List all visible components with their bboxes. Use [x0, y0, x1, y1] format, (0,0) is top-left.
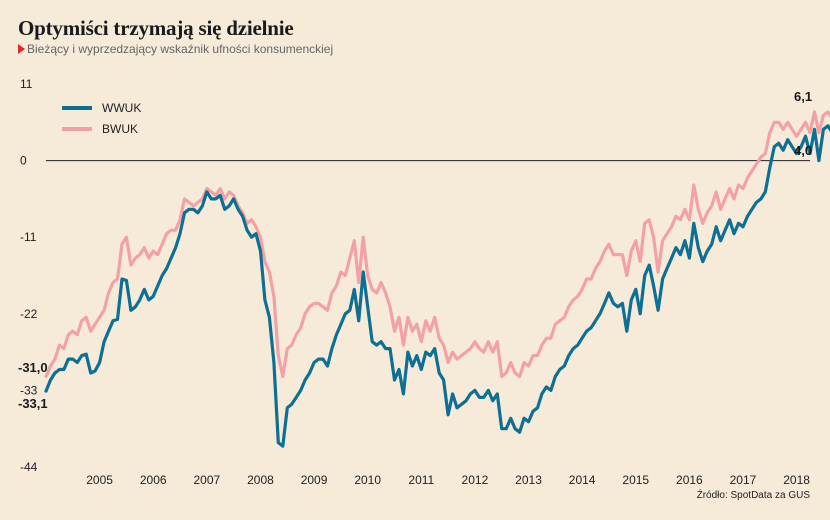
y-tick-label: -11: [20, 230, 37, 244]
chart-title: Optymiści trzymają się dzielnie: [18, 16, 294, 40]
x-tick-label: 2005: [86, 473, 113, 487]
start-label-wwuk: -33,1: [18, 396, 48, 411]
x-tick-label: 2017: [730, 473, 757, 487]
source-note: Źródło: SpotData za GUS: [696, 490, 810, 501]
x-tick-label: 2012: [462, 473, 489, 487]
x-tick-label: 2015: [622, 473, 649, 487]
x-tick-label: 2011: [408, 473, 434, 487]
series-line-bwuk: [44, 110, 830, 379]
x-tick-label: 2009: [301, 473, 328, 487]
x-tick-label: 2014: [569, 473, 596, 487]
series-line-wwuk: [44, 124, 830, 448]
y-tick-label: -33: [20, 383, 38, 397]
start-label-bwuk: -31,0: [18, 360, 48, 375]
x-tick-label: 2013: [515, 473, 542, 487]
legend-label-bwuk: BWUK: [102, 122, 138, 136]
x-tick-label: 2010: [354, 473, 381, 487]
x-tick-label: 2018: [783, 473, 810, 487]
x-tick-label: 2006: [140, 473, 167, 487]
subtitle-marker-icon: [18, 44, 25, 54]
end-label-wwuk: 4,0: [794, 143, 812, 158]
chart-subtitle: Bieżący i wyprzedzający wskaźnik ufności…: [18, 42, 333, 56]
y-tick-label: -22: [20, 307, 38, 321]
y-tick-label: 0: [20, 154, 27, 168]
x-tick-label: 2008: [247, 473, 274, 487]
end-label-bwuk: 6,1: [794, 89, 812, 104]
x-tick-label: 2007: [193, 473, 220, 487]
y-tick-label: -44: [20, 460, 38, 474]
x-tick-label: 2016: [676, 473, 703, 487]
y-tick-label: 11: [20, 77, 33, 91]
subtitle-text: Bieżący i wyprzedzający wskaźnik ufności…: [27, 42, 334, 56]
legend-label-wwuk: WWUK: [102, 101, 141, 115]
